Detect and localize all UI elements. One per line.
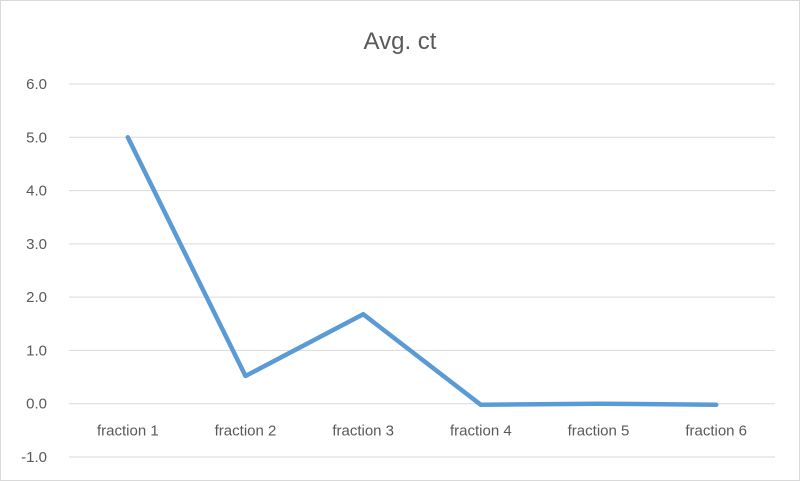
y-tick-label: 3.0 [26,236,47,253]
y-axis-ticks: -1.0 0.0 1.0 2.0 3.0 4.0 5.0 6.0 [21,76,47,466]
chart-title: Avg. ct [364,28,437,55]
series-layer [125,135,719,408]
y-tick-label: 6.0 [26,76,47,93]
y-tick-label: 5.0 [26,129,47,146]
x-tick-label: fraction 6 [685,423,747,440]
series-line [125,135,719,408]
x-tick-label: fraction 5 [568,423,630,440]
y-tick-label: -1.0 [21,449,47,466]
x-tick-label: fraction 1 [97,423,159,440]
x-axis-ticks: fraction 1 fraction 2 fraction 3 fraction 4… [97,423,747,440]
gridlines [69,83,775,458]
x-tick-label: fraction 3 [332,423,394,440]
y-tick-label: 2.0 [26,289,47,306]
y-tick-label: 1.0 [26,342,47,359]
y-tick-label: 4.0 [26,183,47,200]
x-tick-label: fraction 4 [450,423,512,440]
y-tick-label: 0.0 [26,396,47,413]
x-tick-label: fraction 2 [215,423,277,440]
